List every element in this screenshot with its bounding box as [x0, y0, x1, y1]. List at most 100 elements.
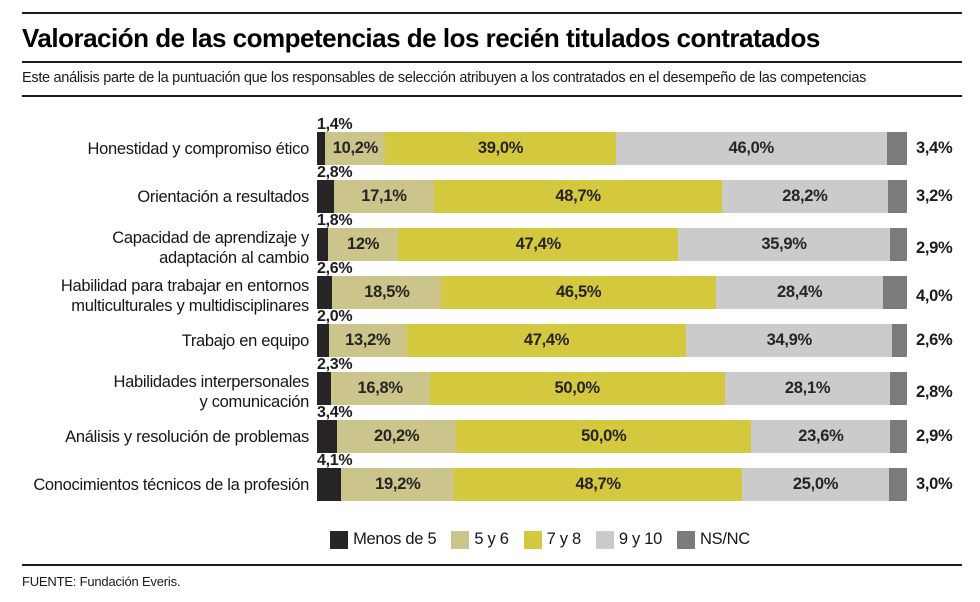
segment-value-right-of-bar: 2,9%: [916, 427, 953, 445]
legend-label: NS/NC: [700, 530, 750, 548]
segment-value: 28,2%: [782, 187, 828, 205]
segment-value: 39,0%: [477, 139, 524, 157]
chart-title: Valoración de las competencias de los re…: [22, 23, 820, 53]
segment-9-y-10: 46,0%: [615, 132, 887, 165]
category-label-line: Honestidad y compromiso ético: [87, 139, 310, 158]
stacked-bar: 18,5% 46,5% 28,4%: [317, 276, 907, 309]
category-label: Análisis y resolución de problemas: [0, 405, 317, 453]
segment-ns-nc: [888, 180, 907, 213]
title-rule: [22, 61, 962, 63]
stacked-bar: 12% 47,4% 35,9%: [317, 228, 907, 261]
category-label: Honestidad y compromiso ético: [0, 117, 317, 165]
category-label-line: y comunicación: [199, 393, 309, 411]
legend-swatch-ns-nc: [677, 530, 696, 549]
category-label: Capacidad de aprendizaje y adaptación al …: [0, 213, 317, 268]
segment-ns-nc: [890, 420, 907, 453]
segment-9-y-10: 23,6%: [751, 420, 891, 453]
segment-7-y-8: 39,0%: [385, 132, 616, 165]
segment-menos-de-5: [317, 132, 326, 165]
segment-value: 34,9%: [766, 331, 813, 349]
segment-ns-nc: [886, 132, 907, 165]
segment-value: 46,5%: [555, 283, 602, 301]
legend-item-9-y-10: 9 y 10: [595, 530, 663, 549]
segment-7-y-8: 50,0%: [429, 372, 725, 405]
legend-label: 5 y 6: [474, 530, 509, 548]
legend-swatch-menos-de-5: [330, 530, 349, 549]
stacked-bar: 10,2% 39,0% 46,0%: [317, 132, 907, 165]
segment-value: 28,4%: [776, 283, 823, 301]
category-label-line: multiculturales y multidisciplinares: [71, 297, 309, 315]
legend-item-7-y-8: 7 y 8: [523, 530, 582, 549]
category-label-line: Orientación a resultados: [137, 187, 309, 206]
chart-row: Conocimientos técnicos de la profesión 4,…: [0, 453, 980, 501]
segment-9-y-10: 35,9%: [678, 228, 890, 261]
bar-wrap: 2,0% 13,2% 47,4% 34,9%: [317, 309, 907, 357]
legend-label: Menos de 5: [353, 530, 437, 548]
segment-9-y-10: 25,0%: [741, 468, 890, 501]
bar-wrap: 2,3% 16,8% 50,0% 28,1%: [317, 357, 907, 412]
segment-value: 48,7%: [575, 475, 621, 493]
category-label-line: adaptación al cambio: [159, 249, 309, 267]
segment-value: 35,9%: [761, 235, 807, 253]
segment-7-y-8: 47,4%: [406, 324, 687, 357]
segment-menos-de-5: [317, 276, 333, 309]
segment-value: 23,6%: [798, 427, 844, 445]
segment-value-right-of-bar: 2,9%: [916, 238, 953, 257]
stacked-bar: 13,2% 47,4% 34,9%: [317, 324, 907, 357]
legend-label: 9 y 10: [618, 530, 663, 548]
category-label-line: Habilidad para trabajar en entornos: [60, 277, 309, 295]
segment-value: 50,0%: [581, 427, 627, 445]
stacked-bar: 19,2% 48,7% 25,0%: [317, 468, 907, 501]
segment-menos-de-5: [317, 372, 331, 405]
segment-value-right-of-bar: 3,2%: [916, 187, 953, 205]
legend-swatch-9-y-10: [595, 530, 614, 549]
segment-value-right-of-bar: 2,6%: [916, 331, 953, 349]
segment-5-y-6: 12%: [327, 228, 399, 261]
segment-7-y-8: 48,7%: [454, 468, 742, 501]
segment-9-y-10: 28,1%: [724, 372, 891, 405]
segment-value-right-of-bar: 3,0%: [916, 475, 953, 493]
segment-value-right-of-bar: 2,8%: [916, 382, 953, 401]
segment-value: 16,8%: [357, 379, 403, 397]
legend-item-ns-nc: NS/NC: [677, 530, 750, 549]
chart-row: Trabajo en equipo 2,0% 13,2% 47,4% 34,9% 2,6%: [0, 309, 980, 357]
stacked-bar: 17,1% 48,7% 28,2%: [317, 180, 907, 213]
segment-9-y-10: 34,9%: [686, 324, 893, 357]
top-rule: [22, 12, 962, 14]
stacked-bar: 16,8% 50,0% 28,1%: [317, 372, 907, 405]
segment-value-above-bar: 2,8%: [317, 164, 353, 181]
segment-7-y-8: 47,4%: [398, 228, 679, 261]
stacked-bar-chart: Honestidad y compromiso ético 1,4% 10,2% 39…: [0, 117, 980, 549]
segment-value: 28,1%: [784, 379, 831, 397]
chart-row: Honestidad y compromiso ético 1,4% 10,2% 39…: [0, 117, 980, 165]
source-note: FUENTE: Fundación Everis.: [22, 574, 181, 589]
segment-9-y-10: 28,4%: [715, 276, 884, 309]
segment-value-above-bar: 1,8%: [317, 212, 353, 229]
segment-value-above-bar: 2,0%: [317, 308, 353, 325]
segment-menos-de-5: [317, 180, 334, 213]
category-label: Orientación a resultados: [0, 165, 317, 213]
segment-ns-nc: [889, 228, 907, 261]
segment-value-above-bar: 1,4%: [317, 116, 353, 133]
legend-item-5-y-6: 5 y 6: [451, 530, 509, 549]
segment-9-y-10: 28,2%: [721, 180, 889, 213]
category-label-line: Capacidad de aprendizaje y: [112, 229, 309, 247]
legend-item-menos-de-5: Menos de 5: [330, 530, 437, 549]
segment-value: 18,5%: [364, 283, 410, 301]
bar-wrap: 4,1% 19,2% 48,7% 25,0%: [317, 453, 907, 501]
segment-menos-de-5: [317, 468, 342, 501]
category-label: Conocimientos técnicos de la profesión: [0, 453, 317, 501]
subtitle-rule: [22, 95, 962, 97]
bar-wrap: 2,8% 17,1% 48,7% 28,2%: [317, 165, 907, 213]
segment-value: 50,0%: [554, 379, 601, 397]
segment-value: 19,2%: [375, 475, 421, 493]
segment-value-above-bar: 3,4%: [317, 404, 353, 421]
chart-row: Orientación a resultados 2,8% 17,1% 48,7% 28…: [0, 165, 980, 213]
segment-value-above-bar: 2,3%: [317, 356, 353, 373]
legend-label: 7 y 8: [546, 530, 582, 548]
segment-value: 47,4%: [515, 235, 562, 253]
chart-row: Análisis y resolución de problemas 3,4% 20…: [0, 405, 980, 453]
segment-5-y-6: 13,2%: [328, 324, 407, 357]
segment-7-y-8: 46,5%: [441, 276, 716, 309]
